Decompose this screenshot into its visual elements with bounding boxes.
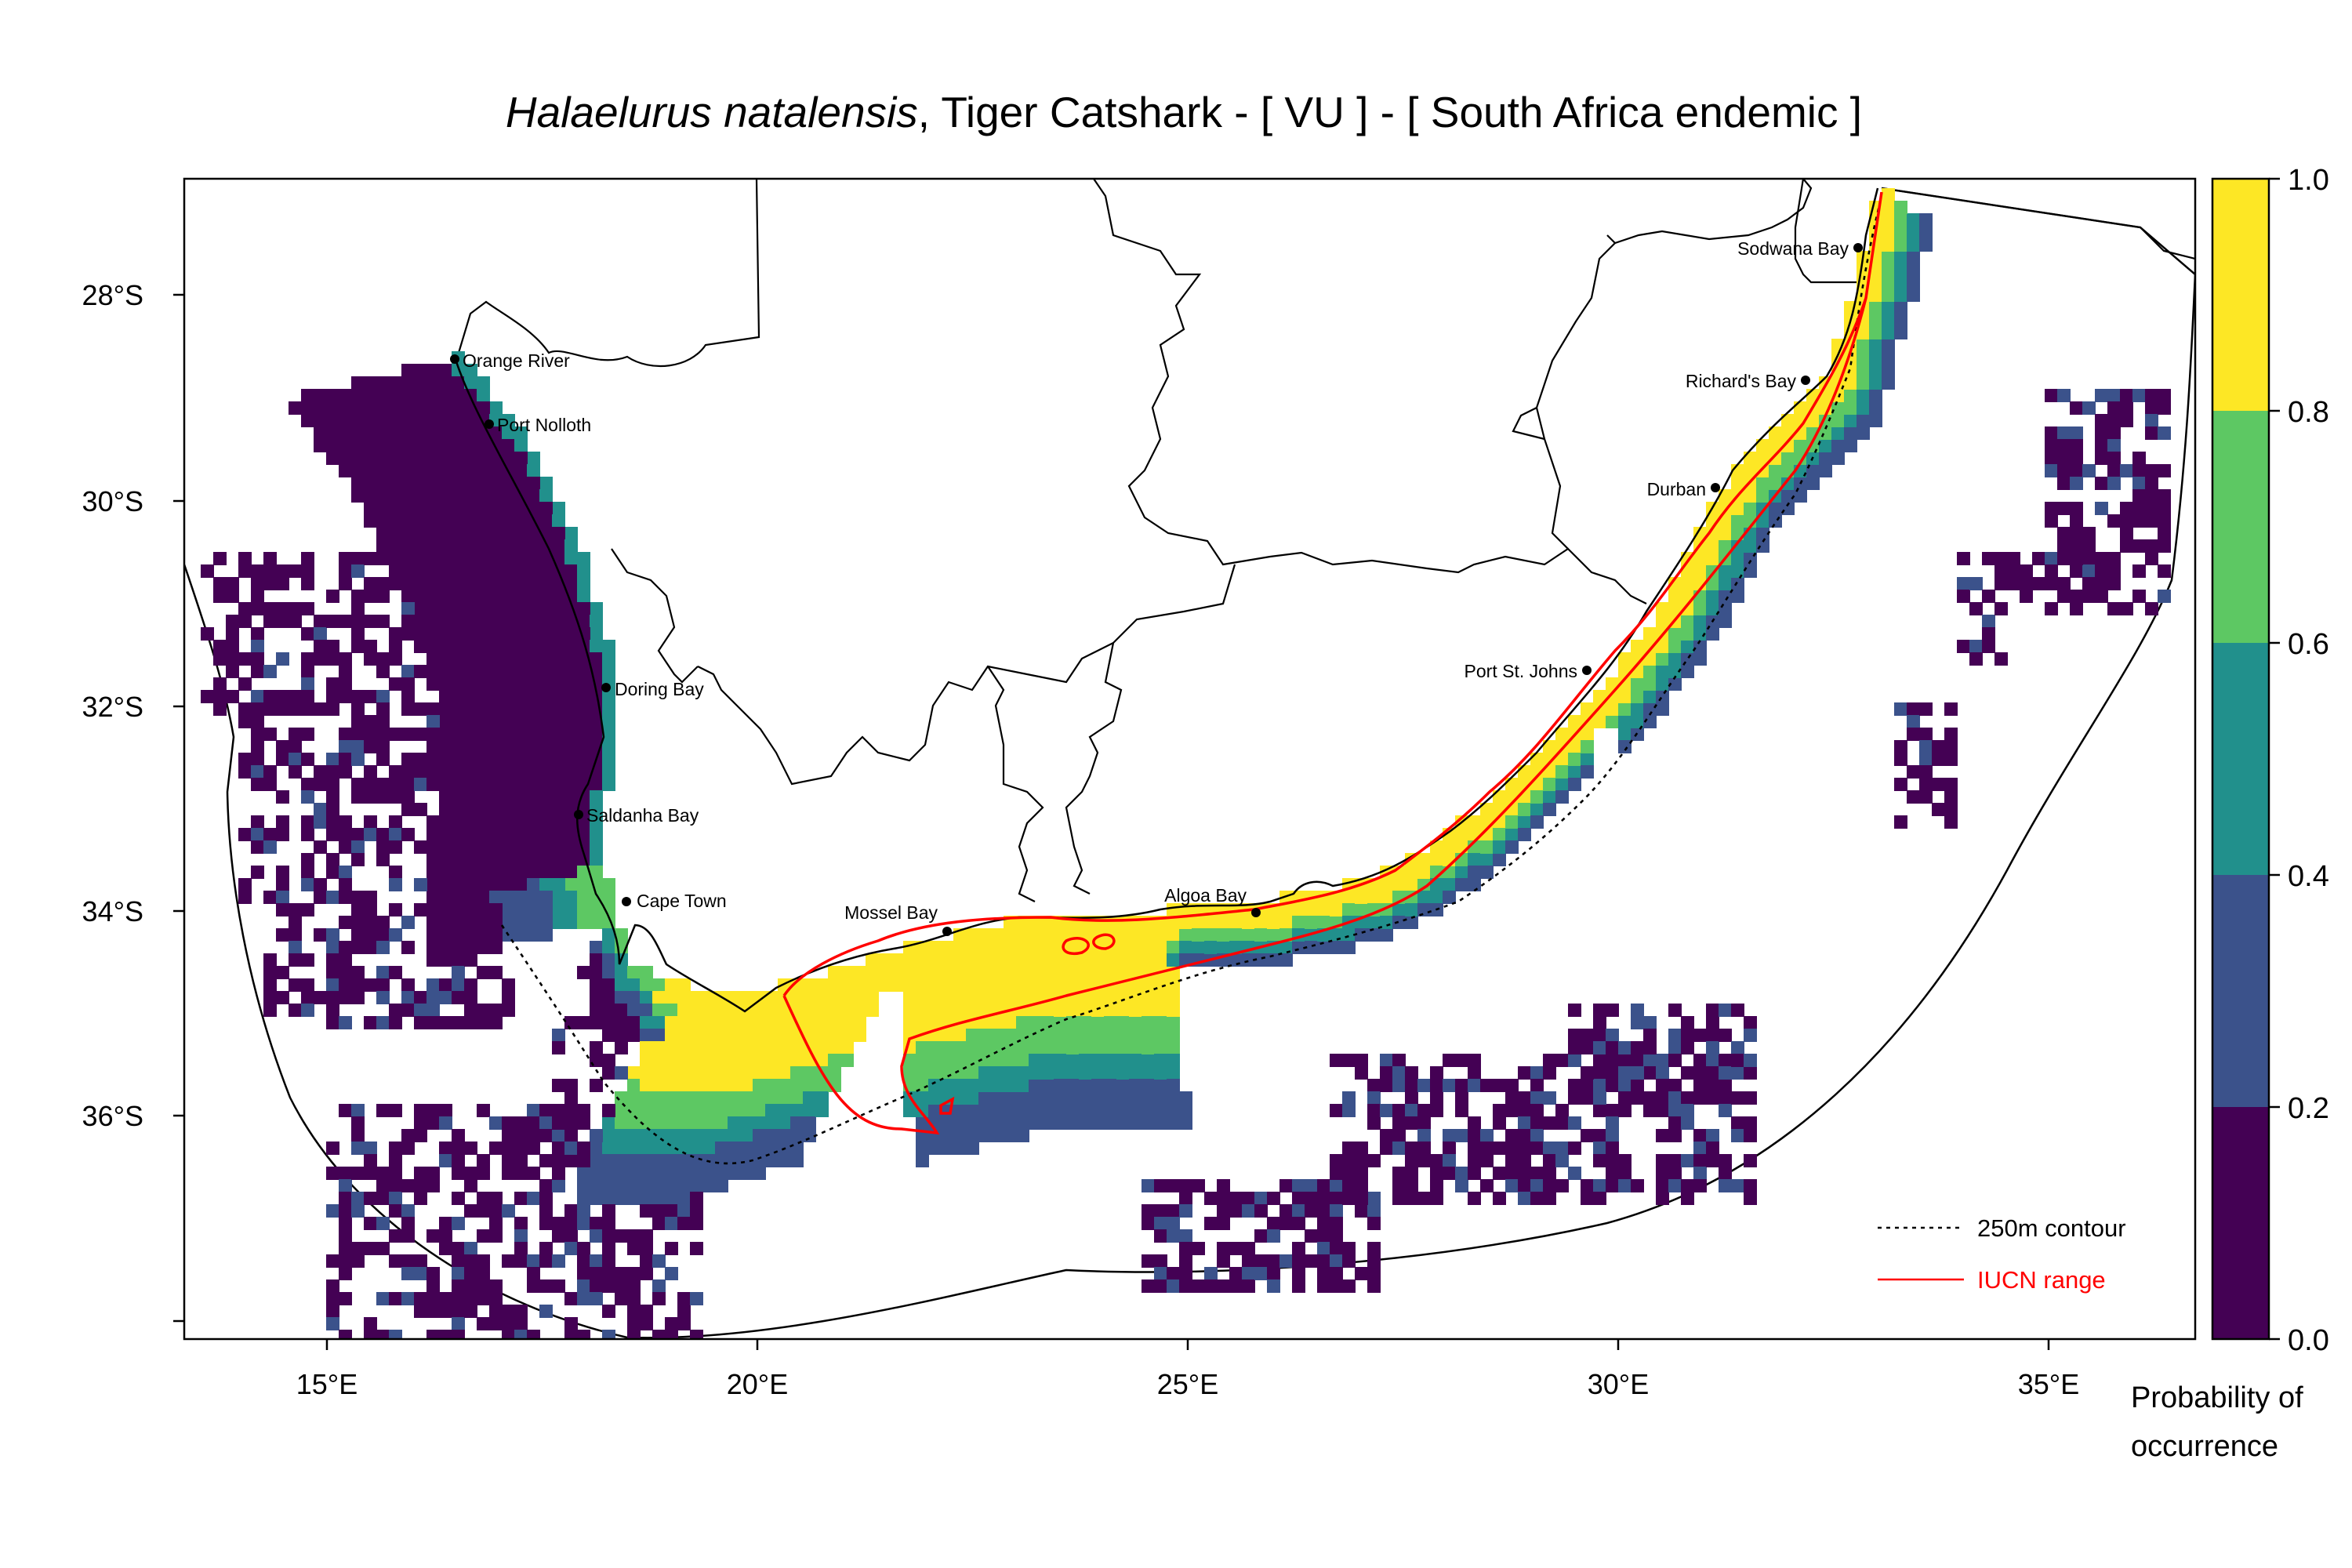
colorbar-bin-3: [2212, 411, 2269, 643]
title-species: Halaelurus natalensis: [506, 88, 918, 136]
colorbar-title-line1: Probability of: [2131, 1381, 2303, 1414]
y-tick-label: 30°S: [82, 485, 143, 517]
svg-text:Orange River: Orange River: [463, 350, 570, 371]
probability-raster: [201, 188, 2171, 1339]
svg-text:Doring Bay: Doring Bay: [615, 679, 704, 699]
colorbar: [2212, 179, 2269, 1339]
svg-text:Durban: Durban: [1647, 479, 1706, 499]
colorbar-tick-label: 1.0: [2288, 164, 2329, 197]
colorbar-tick-label: 0.2: [2288, 1092, 2329, 1125]
place-port-nolloth: Port Nolloth: [485, 415, 591, 435]
svg-text:Sodwana Bay: Sodwana Bay: [1737, 238, 1849, 259]
map-title: Halaelurus natalensis, Tiger Catshark - …: [506, 88, 1862, 136]
svg-text:Cape Town: Cape Town: [637, 891, 727, 911]
y-tick-label: 34°S: [82, 895, 143, 927]
eez-boundary: [184, 187, 2195, 1339]
colorbar-frame: [2211, 177, 2270, 1341]
x-tick-label: 25°E: [1157, 1368, 1218, 1400]
place-richards-bay: Richard's Bay: [1686, 371, 1810, 391]
colorbar-tick-label: 0.8: [2288, 396, 2329, 429]
x-tick-label: 35°E: [2018, 1368, 2079, 1400]
colorbar-bin-0: [2212, 1107, 2269, 1339]
place-durban: Durban: [1647, 479, 1720, 499]
colorbar-tick-label: 0.4: [2288, 860, 2329, 893]
place-port-st-johns: Port St. Johns: [1465, 661, 1592, 681]
place-sodwana-bay: Sodwana Bay: [1737, 238, 1863, 259]
y-axis: 28°S 30°S 32°S 34°S 36°S: [82, 279, 184, 1323]
colorbar-tick-label: 0.0: [2288, 1324, 2329, 1357]
svg-text:Richard's Bay: Richard's Bay: [1686, 371, 1797, 391]
x-axis: 15°E 20°E 25°E 30°E 35°E: [296, 1339, 2079, 1400]
place-doring-bay: Doring Bay: [601, 679, 704, 699]
place-orange-river: Orange River: [450, 350, 570, 371]
place-cape-town: Cape Town: [622, 891, 727, 911]
colorbar-title-line2: occurrence: [2131, 1430, 2278, 1463]
svg-text:Mossel Bay: Mossel Bay: [844, 902, 938, 923]
iucn-range: [782, 191, 1883, 1135]
place-algoa-bay: Algoa Bay: [1164, 885, 1261, 917]
x-tick-label: 20°E: [727, 1368, 788, 1400]
y-tick-label: 32°S: [82, 691, 143, 723]
map-legend: 250m contour IUCN range: [1878, 1214, 2126, 1294]
svg-text:Algoa Bay: Algoa Bay: [1164, 885, 1247, 906]
plot-frame: [183, 177, 2197, 1341]
map-content: Orange River Port Nolloth Doring Bay Sal…: [184, 179, 2195, 1339]
colorbar-bin-2: [2212, 643, 2269, 875]
x-tick-label: 15°E: [296, 1368, 358, 1400]
colorbar-tick-label: 0.6: [2288, 628, 2329, 661]
colorbar-bin-1: [2212, 875, 2269, 1107]
x-tick-label: 30°E: [1588, 1368, 1649, 1400]
place-saldanha-bay: Saldanha Bay: [574, 805, 699, 826]
y-tick-label: 36°S: [82, 1100, 143, 1132]
title-common-name: , Tiger Catshark - [ VU ] - [ South Afri…: [918, 88, 1862, 136]
svg-text:Port Nolloth: Port Nolloth: [497, 415, 591, 435]
legend-iucn-label: IUCN range: [1977, 1266, 2106, 1294]
place-markers: Orange River Port Nolloth Doring Bay Sal…: [450, 238, 1863, 936]
legend-contour-label: 250m contour: [1977, 1214, 2126, 1242]
svg-text:Saldanha Bay: Saldanha Bay: [586, 805, 699, 826]
colorbar-ticks: 0.0 0.2 0.4 0.6 0.8 1.0: [2269, 164, 2329, 1357]
svg-text:Port St. Johns: Port St. Johns: [1465, 661, 1577, 681]
place-mossel-bay: Mossel Bay: [844, 902, 952, 936]
colorbar-bin-4: [2212, 179, 2269, 411]
land-borders: [455, 179, 2195, 902]
y-tick-label: 28°S: [82, 279, 143, 311]
